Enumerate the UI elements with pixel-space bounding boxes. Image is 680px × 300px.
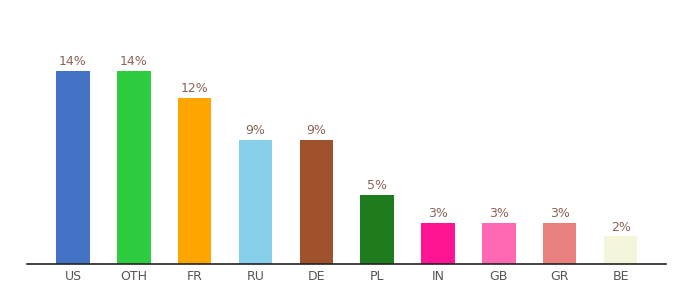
Bar — [56, 70, 90, 264]
Bar — [300, 140, 333, 264]
Bar — [360, 195, 394, 264]
Text: 9%: 9% — [245, 124, 265, 137]
Text: 12%: 12% — [181, 82, 209, 95]
Text: 5%: 5% — [367, 179, 387, 192]
Bar — [239, 140, 272, 264]
Bar — [117, 70, 150, 264]
Bar — [178, 98, 211, 264]
Text: 3%: 3% — [550, 207, 570, 220]
Text: 14%: 14% — [59, 55, 87, 68]
Text: 2%: 2% — [611, 220, 630, 234]
Text: 3%: 3% — [489, 207, 509, 220]
Text: 14%: 14% — [120, 55, 148, 68]
Text: 9%: 9% — [307, 124, 326, 137]
Bar — [543, 223, 577, 264]
Bar — [604, 236, 637, 264]
Bar — [482, 223, 515, 264]
Bar — [422, 223, 455, 264]
Text: 3%: 3% — [428, 207, 448, 220]
